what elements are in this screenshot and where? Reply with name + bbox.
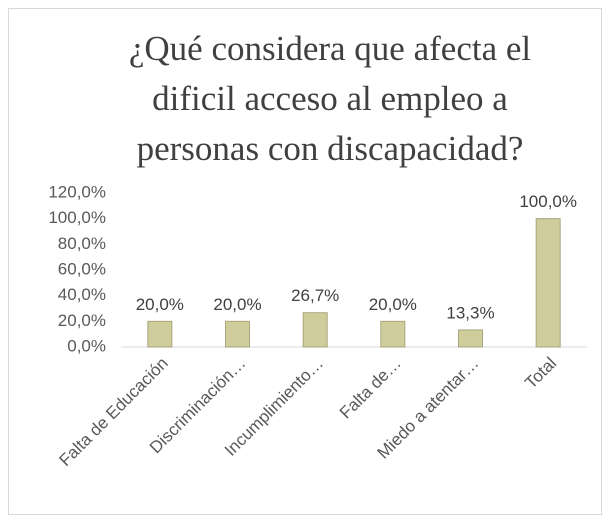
value-label: 20,0% xyxy=(213,295,261,314)
y-tick-label: 120,0% xyxy=(48,182,106,201)
bar xyxy=(225,320,250,348)
y-tick-label: 0,0% xyxy=(67,336,106,355)
bar xyxy=(302,312,328,348)
y-tick-label: 40,0% xyxy=(58,285,106,304)
y-tick-label: 60,0% xyxy=(58,259,106,278)
chart-title: ¿Qué considera que afecta el dificil acc… xyxy=(128,29,532,168)
value-label: 26,7% xyxy=(291,286,339,305)
bar xyxy=(458,329,483,348)
y-tick-label: 100,0% xyxy=(48,208,106,227)
y-tick-label: 20,0% xyxy=(58,311,106,330)
value-label: 100,0% xyxy=(519,192,577,211)
chart-frame xyxy=(8,8,602,515)
bar xyxy=(147,320,173,348)
bar xyxy=(380,320,406,348)
bar xyxy=(535,218,561,348)
x-tick-label: Total xyxy=(521,354,560,393)
x-tick-label: Falta de… xyxy=(336,354,405,423)
y-tick-label: 80,0% xyxy=(58,234,106,253)
value-label: 20,0% xyxy=(136,295,184,314)
value-label: 13,3% xyxy=(446,303,494,322)
value-label: 20,0% xyxy=(369,295,417,314)
